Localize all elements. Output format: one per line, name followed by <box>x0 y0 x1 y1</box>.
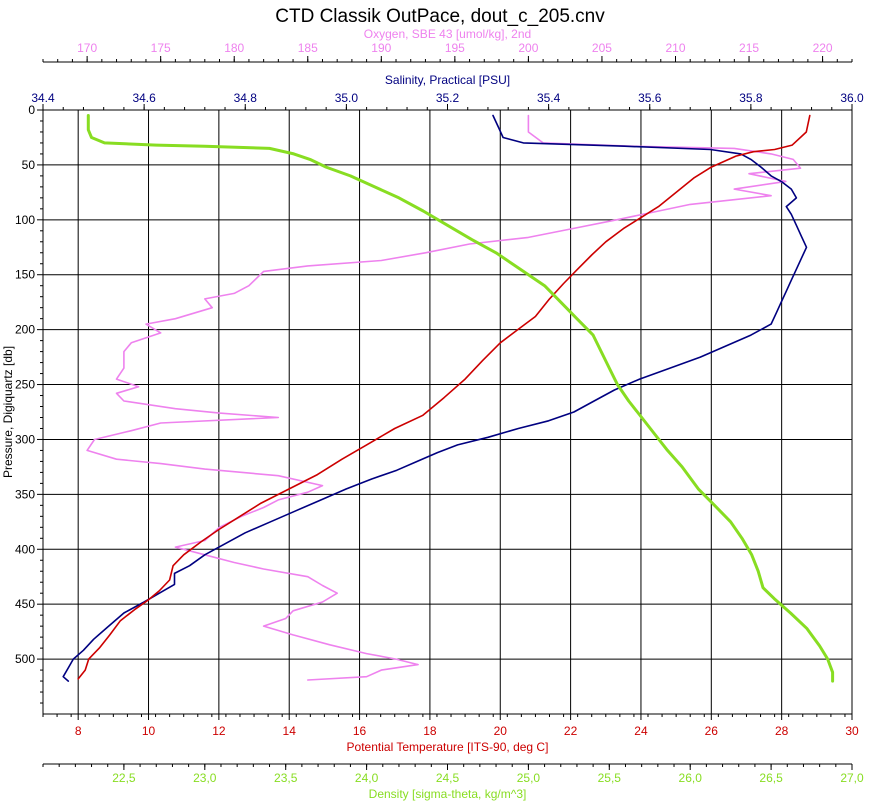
temperature-axis: 8 10 12 14 16 18 20 22 24 26 28 30 Potential Tempera… <box>42 714 859 754</box>
oxygen-tick-label: 185 <box>298 41 318 55</box>
x-axes: 170 175 180 185 190 195 200 205 210 215 220Oxygen,… <box>31 27 864 801</box>
oxygen-axis: 170 175 180 185 190 195 200 205 210 215 220 Oxygen,… <box>42 27 853 63</box>
density-tick-label: 23,0 <box>193 771 217 785</box>
salinity-tick-label: 35.0 <box>335 91 359 105</box>
temperature-tick-label: 28 <box>775 724 789 738</box>
salinity-tick-label: 35.6 <box>638 91 662 105</box>
density-profile-line <box>86 114 835 683</box>
y-tick-label: 400 <box>15 542 35 556</box>
y-tick-label: 250 <box>15 378 35 392</box>
salinity-profile-line <box>62 114 808 682</box>
density-tick-label: 25,5 <box>598 771 622 785</box>
oxygen-tick-label: 170 <box>77 41 97 55</box>
temperature-tick-label: 16 <box>353 724 367 738</box>
y-tick-label: 500 <box>15 652 35 666</box>
y-tick-label: 0 <box>28 103 35 117</box>
y-axis-label: Pressure, Digiquartz [db] <box>1 346 15 478</box>
y-tick-label: 150 <box>15 268 35 282</box>
density-tick-label: 23,5 <box>274 771 298 785</box>
density-axis-label: Density [sigma-theta, kg/m^3] <box>369 787 527 801</box>
data-curves <box>62 114 835 683</box>
oxygen-profile-line <box>86 114 802 681</box>
y-tick-label: 300 <box>15 432 35 446</box>
salinity-tick-label: 34.6 <box>132 91 156 105</box>
oxygen-tick-label: 205 <box>592 41 612 55</box>
salinity-tick-label: 34.8 <box>234 91 258 105</box>
temperature-tick-label: 10 <box>142 724 156 738</box>
temperature-tick-label: 22 <box>564 724 578 738</box>
salinity-axis: 34.4 34.6 34.8 35.0 35.2 35.4 35.6 35.8 36.0 Sali… <box>31 73 864 110</box>
salinity-tick-label: 35.8 <box>739 91 763 105</box>
temperature-tick-label: 20 <box>494 724 508 738</box>
temperature-tick-label: 14 <box>283 724 297 738</box>
y-tick-label: 50 <box>22 158 36 172</box>
oxygen-tick-label: 190 <box>371 41 391 55</box>
y-tick-label: 350 <box>15 487 35 501</box>
temperature-tick-label: 8 <box>75 724 82 738</box>
chart-title: CTD Classik OutPace, dout_c_205.cnv <box>275 6 605 27</box>
salinity-tick-label: 35.4 <box>537 91 561 105</box>
temperature-tick-label: 30 <box>845 724 859 738</box>
oxygen-tick-label: 215 <box>739 41 759 55</box>
temperature-tick-label: 24 <box>634 724 648 738</box>
oxygen-axis-label: Oxygen, SBE 43 [umol/kg], 2nd <box>364 27 531 41</box>
density-axis: 22,5 23,0 23,5 24,0 24,5 25,0 25,5 26,0 26,5 27,0… <box>42 763 864 801</box>
salinity-tick-label: 34.4 <box>31 91 55 105</box>
salinity-tick-label: 35.2 <box>436 91 460 105</box>
density-tick-label: 22,5 <box>112 771 136 785</box>
density-tick-label: 24,5 <box>436 771 460 785</box>
salinity-axis-label: Salinity, Practical [PSU] <box>385 73 510 87</box>
oxygen-tick-label: 220 <box>813 41 833 55</box>
density-tick-label: 26,0 <box>679 771 703 785</box>
temperature-tick-label: 26 <box>705 724 719 738</box>
temperature-tick-label: 12 <box>212 724 226 738</box>
salinity-tick-label: 36.0 <box>840 91 864 105</box>
oxygen-tick-label: 200 <box>518 41 538 55</box>
density-tick-label: 24,0 <box>355 771 379 785</box>
oxygen-tick-label: 180 <box>224 41 244 55</box>
density-tick-label: 26,5 <box>759 771 783 785</box>
y-tick-label: 200 <box>15 323 35 337</box>
y-axis: 0 50 100 150 200 250 300 350 400 450 500 Pressure, … <box>1 103 43 704</box>
temperature-tick-label: 18 <box>423 724 437 738</box>
oxygen-tick-label: 210 <box>665 41 685 55</box>
grid <box>43 109 852 714</box>
temperature-profile-line <box>77 114 811 680</box>
y-tick-label: 450 <box>15 597 35 611</box>
oxygen-tick-label: 195 <box>445 41 465 55</box>
oxygen-tick-label: 175 <box>151 41 171 55</box>
temperature-axis-label: Potential Temperature [ITS-90, deg C] <box>347 740 549 754</box>
density-tick-label: 27,0 <box>840 771 864 785</box>
density-tick-label: 25,0 <box>517 771 541 785</box>
y-tick-label: 100 <box>15 213 35 227</box>
